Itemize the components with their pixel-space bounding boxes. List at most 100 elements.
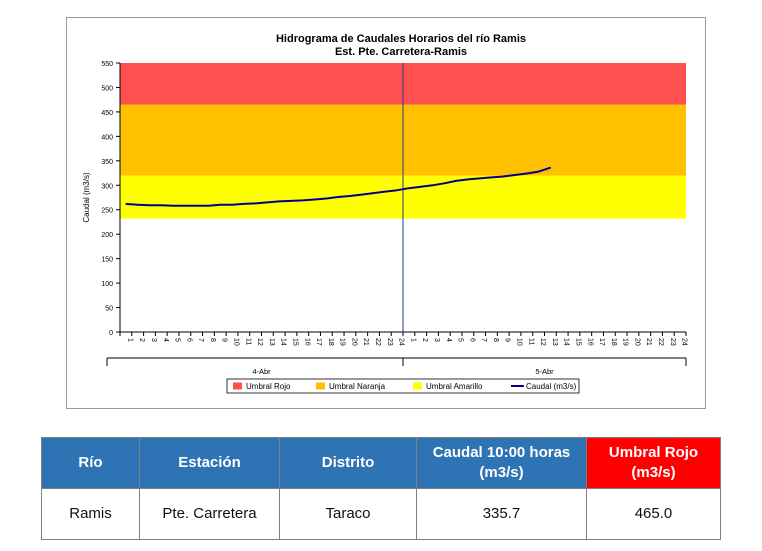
x-tick-label: 11: [527, 338, 534, 345]
header-estacion: Estación: [139, 437, 280, 489]
data-point: [125, 203, 127, 205]
x-tick-label: 14: [280, 338, 287, 346]
x-tick-label: 11: [244, 338, 251, 345]
x-tick-label: 7: [197, 338, 204, 342]
x-tick-label: 18: [610, 338, 617, 346]
x-tick-label: 16: [303, 338, 310, 346]
x-tick-label: 13: [268, 338, 275, 346]
cell-caudal: 335.7: [416, 488, 587, 540]
legend-label: Umbral Amarillo: [426, 382, 483, 391]
y-tick-label: 500: [101, 85, 113, 92]
data-point: [313, 198, 316, 201]
y-axis-title: Caudal (m3/s): [82, 172, 91, 223]
x-tick-label: 17: [315, 338, 322, 346]
day-label: 5-Abr: [535, 367, 554, 376]
x-tick-label: 19: [339, 338, 346, 346]
data-point: [255, 202, 257, 204]
day-label: 4-Abr: [252, 367, 271, 376]
y-tick-label: 250: [101, 208, 113, 215]
x-tick-label: 22: [374, 338, 381, 346]
header-umbral-rojo: Umbral Rojo (m3/s): [586, 437, 721, 489]
x-tick-label: 16: [586, 338, 593, 346]
x-tick-label: 7: [480, 338, 487, 342]
data-point: [290, 200, 292, 202]
x-tick-label: 8: [209, 338, 216, 342]
y-tick-label: 0: [109, 330, 113, 337]
data-point: [490, 176, 493, 179]
data-point: [549, 167, 551, 169]
x-tick-label: 24: [681, 338, 688, 346]
y-tick-label: 450: [101, 110, 113, 117]
x-tick-label: 3: [150, 338, 157, 342]
x-tick-label: 18: [327, 338, 334, 346]
x-tick-label: 8: [492, 338, 499, 342]
legend-box: [226, 378, 580, 394]
data-point: [467, 178, 469, 181]
cell-rio: Ramis: [41, 488, 140, 540]
x-tick-label: 10: [233, 338, 240, 346]
y-tick-label: 100: [101, 281, 113, 288]
station-data-table: Río Estación Distrito Caudal 10:00 horas…: [41, 437, 721, 540]
x-tick-label: 17: [598, 338, 605, 346]
x-tick-label: 23: [669, 338, 676, 346]
y-tick-label: 350: [101, 159, 113, 166]
x-tick-label: 6: [468, 338, 475, 342]
hydrograph-svg: Hidrograma de Caudales Horarios del río …: [82, 33, 688, 394]
y-tick-label: 550: [101, 61, 113, 68]
x-tick-label: 12: [539, 338, 546, 346]
x-tick-label: 4: [162, 338, 169, 342]
x-tick-label: 20: [633, 338, 640, 346]
data-point: [431, 184, 434, 186]
y-tick-label: 50: [105, 306, 113, 313]
legend-label: Caudal (m3/s): [526, 382, 577, 391]
data-point: [207, 205, 210, 207]
x-tick-label: 24: [398, 338, 405, 346]
chart-subtitle: Est. Pte. Carretera-Ramis: [335, 46, 467, 58]
data-point: [266, 201, 268, 203]
table-row: Ramis Pte. Carretera Taraco 335.7 465.0: [41, 488, 721, 540]
x-tick-label: 22: [657, 338, 664, 346]
x-tick-label: 21: [362, 338, 369, 346]
x-tick-label: 5: [457, 338, 464, 342]
data-point: [184, 205, 186, 207]
data-point: [526, 172, 528, 175]
data-point: [302, 199, 304, 202]
legend-label: Umbral Rojo: [246, 382, 291, 391]
data-point: [231, 204, 233, 206]
data-point: [408, 187, 410, 189]
data-point: [160, 204, 162, 206]
data-point: [502, 175, 504, 178]
x-tick-label: 6: [185, 338, 192, 342]
x-tick-label: 14: [563, 338, 570, 346]
x-tick-label: 1: [409, 338, 416, 342]
cell-estacion: Pte. Carretera: [139, 488, 280, 540]
legend-swatch: [413, 382, 422, 390]
data-point: [455, 180, 457, 182]
data-point: [372, 192, 375, 194]
data-point: [384, 191, 386, 193]
legend-swatch: [233, 382, 242, 390]
x-tick-label: 12: [256, 338, 263, 346]
y-tick-label: 400: [101, 134, 113, 141]
data-point: [361, 193, 363, 196]
x-tick-label: 2: [138, 338, 145, 342]
header-caudal: Caudal 10:00 horas (m3/s): [416, 437, 587, 489]
data-point: [243, 203, 245, 205]
data-point: [538, 170, 540, 173]
data-point: [325, 197, 327, 200]
x-tick-label: 19: [622, 338, 629, 346]
data-point: [219, 204, 221, 206]
data-point: [479, 177, 481, 180]
y-tick-label: 300: [101, 183, 113, 190]
legend-label: Umbral Naranja: [329, 382, 386, 391]
x-tick-label: 13: [551, 338, 558, 346]
x-tick-label: 9: [504, 338, 511, 342]
data-point: [443, 182, 445, 184]
data-point: [514, 174, 516, 176]
data-point: [349, 195, 351, 197]
header-rio: Río: [41, 437, 140, 489]
x-tick-label: 20: [350, 338, 357, 346]
table-header-row: Río Estación Distrito Caudal 10:00 horas…: [41, 437, 721, 489]
y-tick-label: 200: [101, 232, 113, 239]
x-tick-label: 9: [221, 338, 228, 342]
